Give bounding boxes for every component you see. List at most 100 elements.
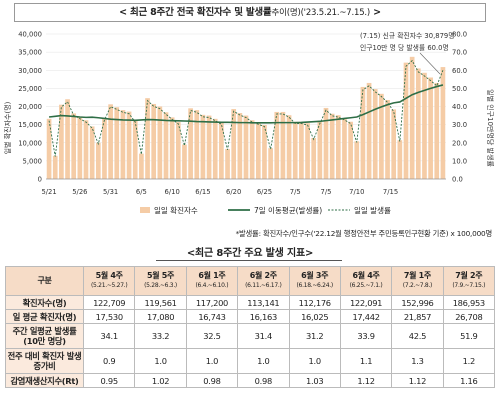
- row-label: 전주 대비 확진자 발생 증가비: [5, 348, 84, 374]
- bar: [299, 121, 304, 179]
- table-cell: 17,530: [82, 309, 136, 324]
- column-header: 7월 1주 (7.2.~7.8.): [391, 266, 444, 296]
- table-cell: 1.1: [339, 348, 393, 374]
- bar: [255, 122, 261, 179]
- column-header: 5월 5주 (5.28.~6.3.): [134, 266, 187, 296]
- x-tick: 7/5: [321, 188, 332, 196]
- bar: [108, 104, 113, 179]
- bar: [52, 155, 58, 179]
- bar: [280, 111, 286, 179]
- bar: [354, 141, 360, 179]
- table-cell: 17,080: [134, 309, 187, 324]
- line-series: [48, 59, 444, 157]
- table-cell: 33.9: [339, 323, 393, 349]
- table-cell: 31.4: [237, 323, 290, 349]
- table-cell: 1.0: [134, 348, 187, 374]
- table-title-rule: [156, 260, 342, 261]
- bar: [422, 72, 427, 179]
- bar: [348, 121, 353, 179]
- column-range: (5.28.~6.3.): [144, 282, 177, 289]
- bar: [206, 115, 212, 179]
- row-label: 주간 일평균 발생률(10만 명당): [5, 323, 84, 349]
- x-tick: 6/15: [195, 188, 210, 196]
- y-tick-left: 25,000: [18, 85, 42, 93]
- y-axis-left-label: 일별 확진자수(명): [3, 101, 12, 154]
- x-tick: 7/10: [349, 188, 364, 196]
- bar: [151, 103, 157, 179]
- table-cell: 1.0: [237, 348, 290, 374]
- column-range: (6.4.~6.10.): [195, 282, 229, 289]
- y-axis-right-label: 일별 인구10만명당 발생률: [486, 89, 495, 167]
- table-cell: 1.2: [442, 348, 496, 374]
- chart-title-unit: 추이(명): [271, 8, 301, 18]
- combo-chart: 0 0.0 5,000 10.0 10,000 20.0 15,000 30.0 20,000 4…: [3, 31, 495, 216]
- x-tick: 5/21: [41, 188, 56, 196]
- x-tick: 5/26: [72, 188, 87, 196]
- table-cell: 186,953: [442, 295, 496, 310]
- bar: [372, 89, 378, 179]
- chart-title-main: < 최근 8주간 전국 확진자수 및 발생률: [119, 7, 272, 18]
- column-label: 6월 4주: [352, 271, 380, 280]
- table-cell: 117,200: [185, 295, 239, 310]
- y-tick-right: 0.0: [452, 176, 463, 184]
- bar: [163, 112, 169, 179]
- y-tick-right: 40.0: [452, 103, 467, 111]
- table-cell: 1.0: [185, 348, 239, 374]
- annotation-leader: [419, 52, 441, 75]
- bar: [83, 120, 89, 179]
- table-corner-header: 구분: [5, 266, 84, 296]
- bar: [46, 118, 52, 179]
- y-tick-left: 40,000: [18, 31, 42, 39]
- bar: [95, 142, 101, 179]
- column-range: (6.18.~6.24.): [296, 282, 334, 289]
- table-title: <최근 8주간 주요 발생 지표>: [186, 248, 314, 259]
- table-cell: 1.0: [288, 348, 341, 374]
- column-label: 6월 2주: [249, 271, 277, 280]
- bar: [139, 153, 144, 179]
- table-cell: 122,709: [82, 295, 136, 310]
- footnote: *발생률: 확진자수/인구수('22.12월 행정안전부 주민등록인구현황 기준…: [235, 229, 493, 238]
- table-row: 확진자수(명) 122,709 119,561 117,200 113,141 112,1…: [5, 295, 496, 310]
- x-tick: 6/20: [226, 188, 241, 196]
- bar: [225, 148, 230, 179]
- bar: [65, 99, 70, 179]
- bar: [360, 86, 366, 179]
- bar: [379, 93, 384, 179]
- table-cell: 122,091: [339, 295, 393, 310]
- bar: [403, 62, 409, 180]
- table-cell: 32.5: [185, 323, 239, 349]
- bar: [188, 108, 193, 179]
- bar: [182, 144, 187, 179]
- column-label: 5월 5주: [146, 271, 175, 280]
- table-row: 일 평균 확진자(명) 17,530 17,080 16,743 16,163 16,02…: [5, 309, 496, 324]
- y-tick-right: 70.0: [452, 49, 467, 57]
- column-header: 6월 1주 (6.4.~6.10.): [185, 266, 239, 296]
- column-header: 6월 2주 (6.11.~6.17.): [237, 266, 290, 296]
- bar: [89, 126, 95, 179]
- column-header: 6월 3주 (6.18.~6.24.): [288, 266, 341, 296]
- bar: [409, 56, 415, 179]
- y-tick-left: 15,000: [18, 121, 42, 129]
- annotation-line-2: 인구10만 명 당 발생률 60.0명: [360, 43, 449, 52]
- table-cell: 42.5: [391, 323, 444, 349]
- bar: [262, 124, 267, 179]
- table-cell: 0.98: [185, 373, 239, 388]
- table-cell: 152,996: [391, 295, 444, 310]
- x-tick: 5/31: [103, 188, 118, 196]
- table-cell: 1.12: [339, 373, 393, 388]
- legend-bar-label: 일일 확진자수: [154, 205, 198, 215]
- bar: [219, 122, 224, 179]
- daily-rate-line: [48, 59, 444, 157]
- moving-average-line: [48, 84, 444, 124]
- y-tick-left: 10,000: [18, 139, 42, 147]
- bar: [329, 113, 335, 179]
- bar: [132, 120, 138, 179]
- bar: [59, 104, 64, 179]
- chart-title-suffix: >: [373, 7, 381, 18]
- x-tick: 7/5: [290, 188, 301, 196]
- column-range: (6.25.~7.1.): [349, 282, 383, 289]
- bar: [157, 106, 163, 179]
- column-header: 7월 2주 (7.9.~7.15.): [442, 266, 496, 296]
- bar: [286, 115, 292, 179]
- row-label: 감염재생산지수(Rt): [5, 373, 84, 388]
